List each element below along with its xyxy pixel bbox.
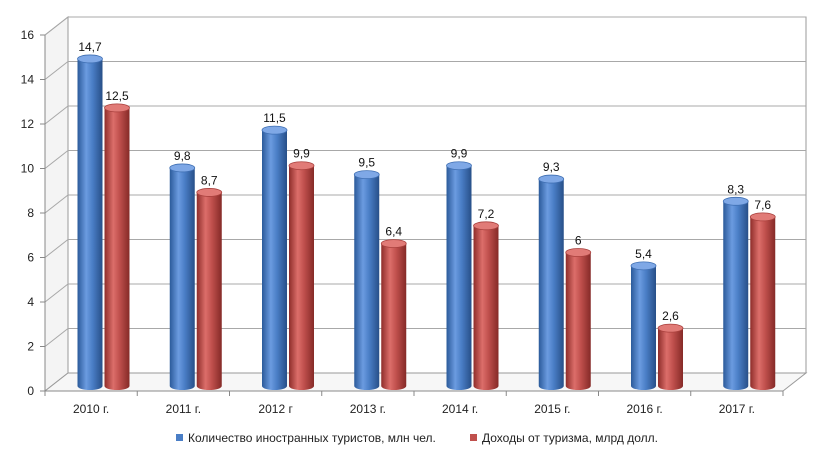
bar-tourists: [353, 170, 380, 390]
x-tick-label: 2016 г.: [626, 402, 662, 416]
data-labels: 14,7 9,8 11,5 9,5 9,9 9,3 5,4 8,3 12,5 8,7 9,9 6,4 7…: [78, 40, 771, 323]
x-tick-label: 2012 г: [258, 402, 293, 416]
bar-revenue: [380, 239, 407, 390]
data-label-revenue: 7,6: [754, 198, 771, 212]
data-label-tourists: 11,5: [263, 111, 286, 125]
bar-revenue: [473, 221, 499, 390]
x-tick-label: 2014 г.: [442, 402, 478, 416]
bar-tourists: [261, 125, 288, 390]
bar-revenue: [288, 161, 315, 390]
x-tick-label: 2010 г.: [73, 402, 109, 416]
y-tick-label: 4: [27, 295, 34, 309]
legend-label-tourists: Количество иностранных туристов, млн чел…: [188, 431, 436, 445]
x-axis: 2010 г. 2011 г. 2012 г 2013 г. 2014 г. 2015 г…: [44, 390, 784, 416]
bar-tourists: [77, 54, 103, 391]
data-label-revenue: 7,2: [478, 207, 495, 221]
y-tick-label: 16: [21, 28, 35, 42]
data-label-tourists: 5,4: [635, 247, 652, 261]
data-label-revenue: 6,4: [385, 225, 402, 239]
legend-swatch-revenue: [470, 434, 477, 441]
gridline: [44, 150, 806, 169]
floor: [43, 372, 808, 392]
bar-revenue: [657, 323, 684, 390]
gridline: [44, 16, 806, 36]
data-label-revenue: 8,7: [201, 173, 218, 187]
bar-tourists: [446, 161, 472, 390]
bar-tourists: [169, 163, 196, 390]
x-tick-label: 2017 г.: [719, 402, 755, 416]
data-label-tourists: 9,8: [174, 149, 191, 163]
legend-label-revenue: Доходы от туризма, млрд долл.: [482, 431, 658, 445]
bar-revenue: [749, 212, 776, 390]
data-label-revenue: 12,5: [105, 89, 129, 103]
bars: [77, 54, 776, 391]
y-tick-label: 6: [27, 251, 34, 265]
data-label-tourists: 9,3: [543, 160, 560, 174]
bar-revenue: [196, 188, 223, 390]
gridline: [44, 105, 806, 125]
gridline: [44, 61, 806, 80]
bar-tourists: [630, 261, 657, 390]
data-label-revenue: 9,9: [293, 147, 310, 161]
data-label-tourists: 9,5: [358, 156, 375, 170]
bar-tourists: [538, 174, 565, 390]
bar-revenue: [565, 248, 592, 390]
y-tick-label: 2: [27, 340, 34, 354]
y-tick-label: 0: [27, 384, 34, 398]
plot-walls: [43, 15, 808, 393]
x-tick-label: 2013 г.: [350, 402, 386, 416]
y-tick-label: 10: [21, 162, 35, 176]
legend: Количество иностранных туристов, млн чел…: [176, 431, 658, 445]
y-tick-label: 8: [27, 206, 34, 220]
x-tick-label: 2011 г.: [166, 402, 201, 416]
data-label-tourists: 9,9: [451, 147, 468, 161]
data-label-tourists: 14,7: [78, 40, 102, 54]
x-tick-label: 2015 г.: [534, 402, 570, 416]
bar-tourists: [722, 196, 749, 390]
y-axis: 0 2 4 6 8 10 12 14 16: [21, 28, 46, 398]
y-tick-label: 12: [21, 117, 35, 131]
data-label-revenue: 6: [575, 234, 582, 248]
y-tick-label: 14: [21, 73, 35, 87]
data-label-revenue: 2,6: [662, 309, 679, 323]
data-label-tourists: 8,3: [727, 182, 744, 196]
bar-revenue: [104, 103, 130, 390]
legend-swatch-tourists: [176, 434, 183, 441]
